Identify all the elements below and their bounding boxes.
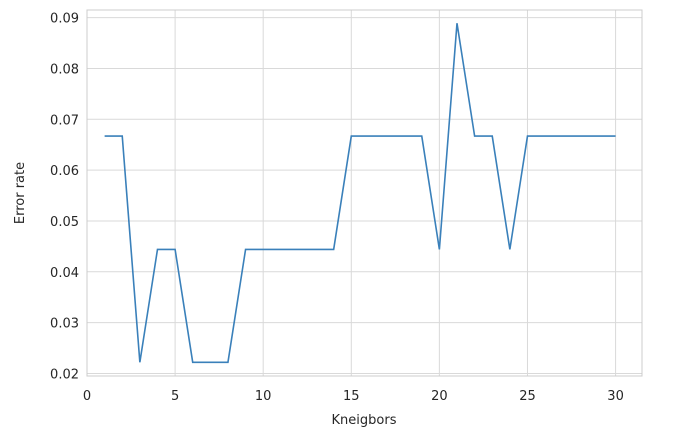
plot-frame [86,9,643,377]
x-tick-label: 10 [255,389,272,404]
x-tick-label: 25 [519,389,536,404]
y-tick-label: 0.07 [50,113,79,128]
x-axis-label: Kneigbors [332,413,397,428]
x-tick-label: 0 [83,389,91,404]
y-tick-label: 0.03 [50,317,79,332]
x-tick-label: 30 [607,389,624,404]
x-tick-label: 5 [171,389,179,404]
x-tick-labels: 0 5 10 15 20 25 30 [83,389,624,404]
x-tick-label: 20 [431,389,448,404]
y-tick-label: 0.05 [50,215,79,230]
series-layer [104,23,616,364]
grid-lines [86,10,642,376]
y-tick-label: 0.09 [50,12,79,27]
y-tick-label: 0.04 [50,266,79,281]
series-line-0 [104,23,616,364]
y-tick-label: 0.02 [50,367,79,382]
x-tick-label: 15 [343,389,360,404]
y-tick-label: 0.08 [50,62,79,77]
y-tick-labels: 0.02 0.03 0.04 0.05 0.06 0.07 0.08 0.09 [50,12,79,383]
y-axis-label: Error rate [13,162,28,224]
y-tick-label: 0.06 [50,164,79,179]
